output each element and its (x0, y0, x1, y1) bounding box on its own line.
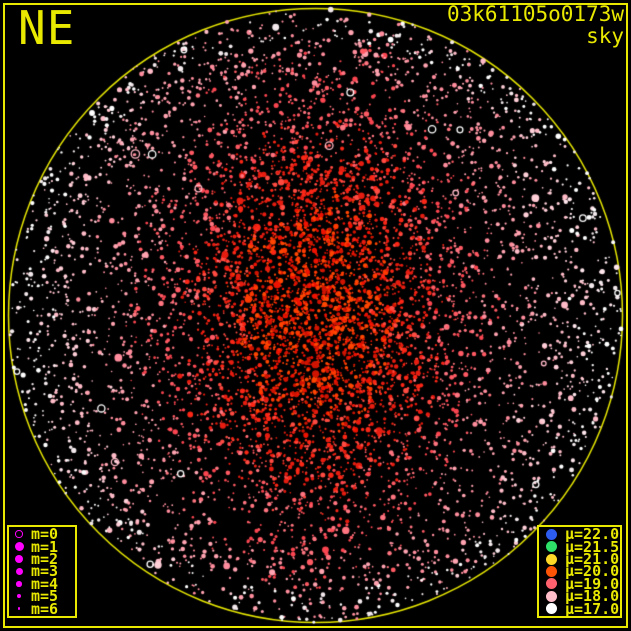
filled-circle-icon (539, 590, 563, 602)
filled-circle-icon (539, 578, 563, 590)
filled-circle-icon (9, 555, 29, 564)
legend-label: m=1 (31, 537, 59, 556)
legend-label: m=6 (31, 599, 59, 618)
legend-row: μ=17.0 (539, 599, 620, 618)
filled-circle-icon (9, 567, 29, 575)
legend-label: μ=19.0 (565, 574, 620, 593)
legend-row: m=6 (9, 599, 75, 618)
legend-label: μ=18.0 (565, 587, 620, 606)
filled-circle-icon (9, 594, 29, 599)
plot-id-text: 03k61105o0173w (446, 2, 624, 26)
legend-label: m=4 (31, 574, 59, 593)
legend-row: m=5 (9, 587, 75, 606)
legend-row: m=1 (9, 537, 75, 556)
open-circle-icon (9, 530, 29, 538)
legend-label: m=0 (31, 525, 59, 544)
legend-row: m=4 (9, 574, 75, 593)
filled-circle-icon (9, 581, 29, 587)
magnitude-size-legend: m=0 m=1 m=2 m=3 m=4 m=5 m=6 (7, 525, 77, 618)
filled-circle-icon (539, 565, 563, 577)
legend-row: μ=22.0 (539, 525, 620, 544)
legend-row: m=2 (9, 550, 75, 569)
filled-circle-icon (539, 553, 563, 565)
legend-label: μ=20.0 (565, 562, 620, 581)
filled-circle-icon (539, 541, 563, 553)
legend-label: μ=21.0 (565, 550, 620, 569)
legend-row: μ=18.0 (539, 587, 620, 606)
legend-label: m=2 (31, 550, 59, 569)
filled-circle-icon (539, 528, 563, 540)
legend-row: m=3 (9, 562, 75, 581)
legend-row: μ=20.0 (539, 562, 620, 581)
filled-circle-icon (539, 603, 563, 615)
plot-subtitle-text: sky (586, 24, 624, 48)
mu-color-legend: μ=22.0 μ=21.5 μ=21.0 μ=20.0 μ=19.0 μ=18.0 μ=17… (537, 525, 622, 618)
legend-label: m=5 (31, 587, 59, 606)
filled-circle-icon (9, 607, 29, 610)
legend-label: μ=22.0 (565, 525, 620, 544)
legend-row: μ=19.0 (539, 574, 620, 593)
filled-circle-icon (9, 542, 29, 552)
orientation-label: NE (18, 1, 76, 55)
legend-row: m=0 (9, 525, 75, 544)
legend-row: μ=21.5 (539, 537, 620, 556)
legend-row: μ=21.0 (539, 550, 620, 569)
legend-label: μ=17.0 (565, 599, 620, 618)
legend-label: μ=21.5 (565, 537, 620, 556)
legend-label: m=3 (31, 562, 59, 581)
plot-title-block: 03k61105o0173w sky (447, 3, 624, 47)
